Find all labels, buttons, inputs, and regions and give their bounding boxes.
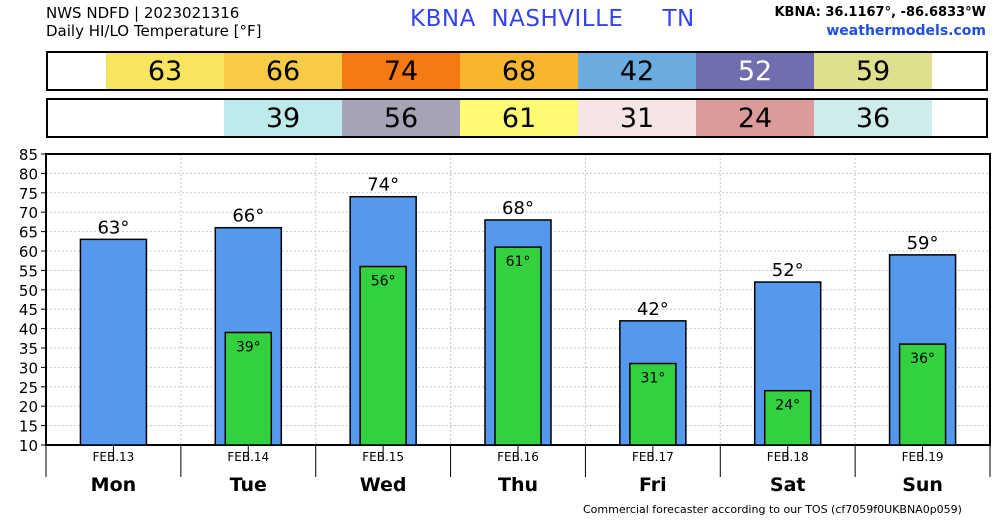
date-label: FEB.18: [767, 450, 809, 464]
high-bar-label: 68°: [502, 198, 534, 219]
footer-note: Commercial forecaster according to our T…: [583, 503, 962, 516]
high-temp-cell-3: 68: [460, 53, 578, 89]
high-temp-cell-6: 59: [814, 53, 932, 89]
y-tick-label: 30: [19, 359, 38, 377]
day-label: Fri: [639, 474, 667, 496]
high-temp-cell-2: 74: [342, 53, 460, 89]
location-title: KBNA NASHVILLE TN: [410, 6, 695, 32]
low-bar-label: 56°: [371, 274, 396, 290]
low-temp-cell-2: 56: [342, 100, 460, 136]
day-label: Sat: [770, 474, 806, 496]
high-bar-label: 52°: [772, 260, 804, 281]
high-temp-strip: 63 66 74 68 42 52 59: [46, 51, 988, 91]
high-temp-cell-4: 42: [578, 53, 696, 89]
high-bar-label: 66°: [232, 206, 264, 227]
y-tick-label: 85: [19, 146, 38, 164]
low-temp-cell-1: 39: [224, 100, 342, 136]
high-bar-label: 59°: [907, 233, 939, 254]
y-tick-label: 20: [19, 398, 38, 416]
y-tick-label: 60: [19, 243, 38, 261]
low-temp-cell-6: 36: [814, 100, 932, 136]
day-label: Sun: [902, 474, 943, 496]
low-temp-cell-3: 61: [460, 100, 578, 136]
date-label: FEB.14: [227, 450, 269, 464]
y-tick-label: 45: [19, 301, 38, 319]
station-coordinates: KBNA: 36.1167°, -86.6833°W: [774, 5, 986, 20]
y-tick-label: 70: [19, 204, 38, 222]
low-temp-cell-0: [106, 100, 224, 136]
low-temp-cell-5: 24: [696, 100, 814, 136]
low-bar: [763, 389, 812, 446]
high-bar-label: 74°: [367, 175, 399, 196]
y-tick-label: 80: [19, 165, 38, 183]
y-tick-label: 10: [19, 437, 38, 455]
low-bar: [224, 331, 273, 446]
day-label: Tue: [230, 474, 267, 496]
site-link[interactable]: weathermodels.com: [826, 23, 986, 39]
y-tick-label: 75: [19, 185, 38, 203]
high-bar: [79, 238, 148, 446]
low-bar-label: 61°: [506, 254, 531, 270]
y-tick-label: 65: [19, 224, 38, 242]
day-label: Thu: [498, 474, 538, 496]
day-label: Wed: [360, 474, 407, 496]
high-temp-cell-0: 63: [106, 53, 224, 89]
chart-subtitle: Daily HI/LO Temperature [°F]: [46, 22, 262, 40]
date-label: FEB.16: [497, 450, 539, 464]
high-bar-label: 63°: [97, 217, 129, 238]
y-tick-label: 25: [19, 379, 38, 397]
high-temp-cell-1: 66: [224, 53, 342, 89]
date-label: FEB.19: [902, 450, 944, 464]
day-label: Mon: [91, 474, 137, 496]
y-tick-label: 50: [19, 282, 38, 300]
high-temp-cell-5: 52: [696, 53, 814, 89]
low-bar-label: 31°: [640, 371, 665, 387]
low-temp-cell-4: 31: [578, 100, 696, 136]
date-label: FEB.13: [93, 450, 135, 464]
low-temp-strip: 39 56 61 31 24 36: [46, 98, 988, 138]
date-label: FEB.15: [362, 450, 404, 464]
low-bar: [629, 362, 677, 446]
date-label: FEB.17: [632, 450, 674, 464]
y-tick-label: 55: [19, 262, 38, 280]
y-tick-label: 15: [19, 418, 38, 436]
low-bar: [359, 265, 407, 446]
low-bar-label: 24°: [775, 398, 800, 414]
y-tick-label: 35: [19, 340, 38, 358]
y-tick-label: 40: [19, 321, 38, 339]
high-bar-label: 42°: [637, 299, 669, 320]
product-line: NWS NDFD | 2023021316: [46, 4, 240, 22]
low-bar: [494, 246, 542, 446]
low-bar-label: 36°: [910, 351, 935, 367]
low-bar-label: 39°: [236, 339, 261, 355]
